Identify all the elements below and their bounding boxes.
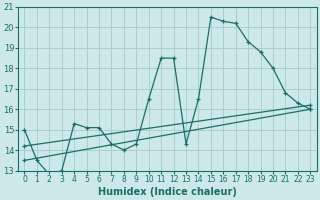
X-axis label: Humidex (Indice chaleur): Humidex (Indice chaleur) bbox=[98, 187, 237, 197]
